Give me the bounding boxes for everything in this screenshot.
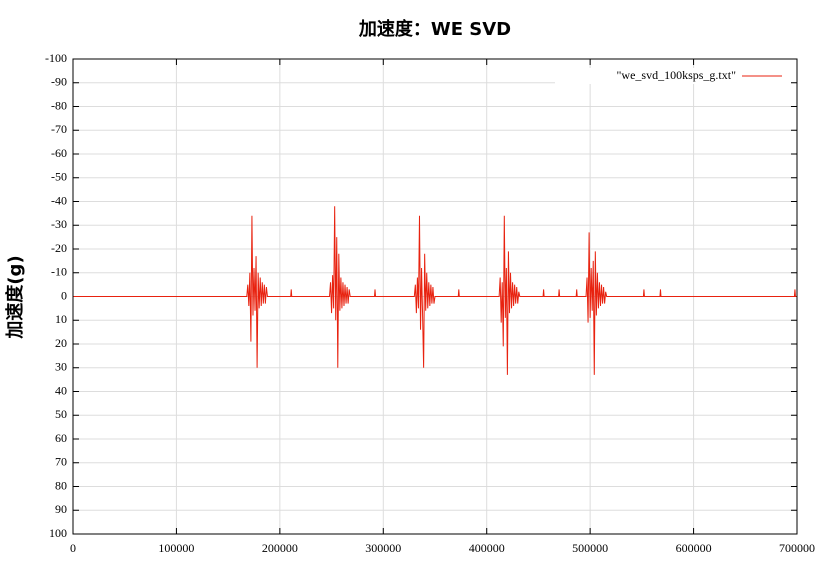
- x-tick-label: 200000: [262, 541, 298, 555]
- y-tick-label: 60: [55, 431, 67, 445]
- plot-border: [72, 58, 798, 535]
- y-tick-label: -20: [51, 241, 67, 255]
- x-tick-label: 700000: [779, 541, 815, 555]
- y-tick-label: 50: [55, 407, 67, 421]
- data-line: [73, 206, 797, 375]
- y-tick-label: 100: [49, 526, 67, 540]
- y-tick-label: 80: [55, 478, 67, 492]
- x-tick-label: 300000: [365, 541, 401, 555]
- y-tick-label: -30: [51, 217, 67, 231]
- y-tick-label: 0: [61, 288, 67, 302]
- chart-title: 加速度：WE SVD: [358, 18, 511, 40]
- y-tick-label: -40: [51, 193, 67, 207]
- legend-label: "we_svd_100ksps_g.txt": [617, 68, 737, 82]
- x-tick-label: 0: [70, 541, 76, 555]
- y-tick-label: 40: [55, 383, 67, 397]
- y-tick-label: -80: [51, 98, 67, 112]
- y-tick-label: 20: [55, 336, 67, 350]
- x-tick-label: 100000: [158, 541, 194, 555]
- y-tick-label: -60: [51, 146, 67, 160]
- x-tick-label: 600000: [676, 541, 712, 555]
- y-tick-label: 10: [55, 312, 67, 326]
- y-tick-label: 30: [55, 360, 67, 374]
- y-tick-label: -100: [45, 51, 67, 65]
- y-tick-label: -10: [51, 265, 67, 279]
- y-tick-label: -70: [51, 122, 67, 136]
- y-axis-label: 加速度(g): [4, 255, 26, 339]
- y-tick-label: 90: [55, 502, 67, 516]
- y-tick-label: -90: [51, 75, 67, 89]
- y-tick-label: -50: [51, 170, 67, 184]
- x-tick-label: 500000: [572, 541, 608, 555]
- legend-box: [555, 68, 791, 84]
- y-tick-label: 70: [55, 455, 67, 469]
- x-tick-label: 400000: [469, 541, 505, 555]
